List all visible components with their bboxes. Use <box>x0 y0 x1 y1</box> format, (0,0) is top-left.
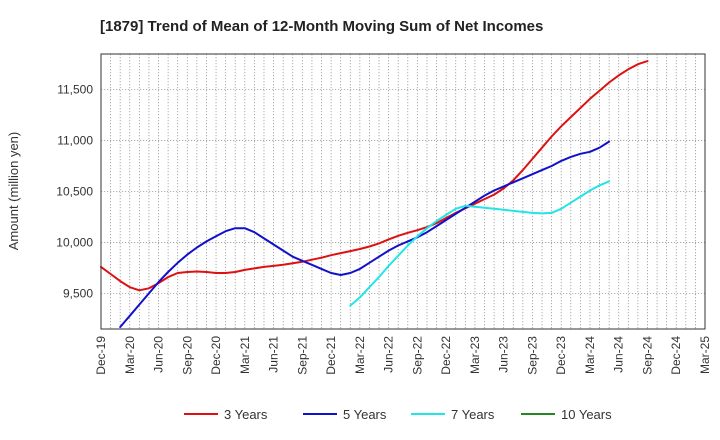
series-line-3-years <box>100 60 649 292</box>
x-tick-label: Dec-21 <box>324 336 338 375</box>
x-tick-label: Sep-21 <box>295 336 309 375</box>
x-tick-label: Sep-20 <box>180 336 194 375</box>
x-tick-label: Sep-24 <box>640 336 654 375</box>
y-tick-label: 10,000 <box>56 235 93 249</box>
x-tick-label: Sep-23 <box>525 336 539 375</box>
x-tick-label: Jun-23 <box>497 336 511 373</box>
y-tick-label: 9,500 <box>63 286 93 300</box>
plot-frame <box>100 53 706 330</box>
x-tick-label: Dec-24 <box>669 336 683 375</box>
x-tick-label: Mar-25 <box>698 336 712 374</box>
x-tick-label: Dec-22 <box>439 336 453 375</box>
x-tick-label: Sep-22 <box>410 336 424 375</box>
x-tick-label: Mar-24 <box>583 336 597 374</box>
x-tick-label: Jun-20 <box>152 336 166 373</box>
x-tick-label: Dec-20 <box>209 336 223 375</box>
x-tick-label: Dec-23 <box>554 336 568 375</box>
legend-label-10-years: 10 Years <box>561 407 612 422</box>
x-tick-label: Dec-19 <box>94 336 108 375</box>
x-tick-label: Mar-20 <box>123 336 137 374</box>
y-axis: 9,500 10,000 10,500 11,000 11,500 <box>56 83 93 301</box>
legend-label-3-years: 3 Years <box>224 407 268 422</box>
y-tick-label: 10,500 <box>56 185 93 199</box>
grid <box>101 54 705 329</box>
legend-label-7-years: 7 Years <box>451 407 495 422</box>
y-tick-label: 11,000 <box>57 134 93 148</box>
series-line-5-years <box>119 140 611 328</box>
x-tick-label: Mar-23 <box>468 336 482 374</box>
y-axis-label: Amount (million yen) <box>6 132 21 251</box>
x-tick-label: Jun-21 <box>267 336 281 373</box>
x-tick-label: Mar-22 <box>353 336 367 374</box>
legend: 3 Years 5 Years 7 Years 10 Years <box>184 407 612 422</box>
chart-title: [1879] Trend of Mean of 12-Month Moving … <box>100 18 543 35</box>
x-axis: Dec-19 Mar-20 Jun-20 Sep-20 Dec-20 Mar-21 Jun-… <box>94 336 712 375</box>
series-group <box>100 60 649 328</box>
x-tick-label: Jun-24 <box>612 336 626 373</box>
series-line-7-years <box>349 180 611 307</box>
x-tick-label: Mar-21 <box>238 336 252 374</box>
y-tick-label: 11,500 <box>57 83 93 97</box>
x-tick-label: Jun-22 <box>382 336 396 373</box>
legend-label-5-years: 5 Years <box>343 407 387 422</box>
